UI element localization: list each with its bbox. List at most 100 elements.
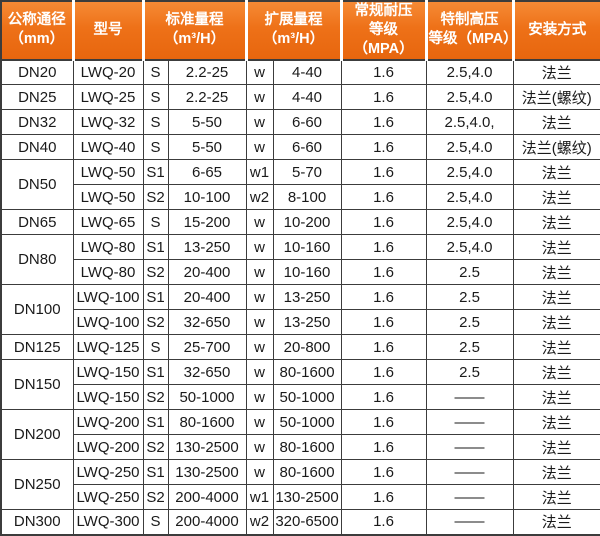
- cell-ext-code: w1: [245, 159, 274, 186]
- cell-ext-range: 5-70: [272, 159, 342, 186]
- cell-ext-range: 50-1000: [272, 384, 342, 411]
- cell-std-code: S: [142, 84, 169, 111]
- cell-ext-code: w: [245, 209, 274, 236]
- cell-std-code: S2: [142, 184, 169, 211]
- cell-model: LWQ-50: [72, 159, 144, 186]
- cell-high-pressure: 2.5,4.0: [425, 159, 514, 186]
- cell-std-range: 200-4000: [167, 509, 247, 536]
- cell-high-pressure: ——: [425, 434, 514, 461]
- table-row: DN32 LWQ-32 S 5-50 w 6-60 1.6 2.5,4.0, 法…: [0, 109, 600, 136]
- cell-std-code: S: [142, 134, 169, 161]
- cell-std-code: S2: [142, 434, 169, 461]
- cell-std-range: 25-700: [167, 334, 247, 361]
- cell-high-pressure: 2.5,4.0: [425, 209, 514, 236]
- cell-std-code: S: [142, 334, 169, 361]
- cell-ext-range: 4-40: [272, 59, 342, 86]
- cell-high-pressure: ——: [425, 384, 514, 411]
- cell-install: 法兰: [512, 284, 600, 311]
- cell-high-pressure: 2.5,4.0,: [425, 109, 514, 136]
- cell-dn: DN50: [0, 159, 74, 211]
- cell-ext-code: w: [245, 359, 274, 386]
- cell-ext-code: w2: [245, 184, 274, 211]
- cell-std-code: S: [142, 109, 169, 136]
- cell-pressure: 1.6: [340, 434, 427, 461]
- header-special-high-pressure: 特制高压 等级（MPA）: [424, 1, 518, 61]
- cell-std-code: S2: [142, 384, 169, 411]
- cell-dn: DN250: [0, 459, 74, 511]
- cell-install: 法兰: [512, 59, 600, 86]
- cell-ext-range: 4-40: [272, 84, 342, 111]
- cell-install: 法兰: [512, 159, 600, 186]
- cell-ext-code: w: [245, 234, 274, 261]
- cell-model: LWQ-100: [72, 309, 144, 336]
- table-row: DN150 LWQ-150 S1 32-650 w 80-1600 1.6 2.…: [0, 359, 600, 411]
- cell-ext-code: w: [245, 134, 274, 161]
- cell-dn: DN65: [0, 209, 74, 236]
- cell-model: LWQ-300: [72, 509, 144, 536]
- cell-model: LWQ-50: [72, 184, 144, 211]
- cell-pressure: 1.6: [340, 384, 427, 411]
- cell-high-pressure: 2.5: [425, 359, 514, 386]
- cell-model: LWQ-125: [72, 334, 144, 361]
- cell-pressure: 1.6: [340, 309, 427, 336]
- table-row: DN25 LWQ-25 S 2.2-25 w 4-40 1.6 2.5,4.0 …: [0, 84, 600, 111]
- cell-std-code: S1: [142, 234, 169, 261]
- table-row: LWQ-250 S2 200-4000 w1 130-2500 1.6 —— 法…: [1, 484, 600, 511]
- cell-install: 法兰: [512, 459, 600, 486]
- cell-std-code: S1: [142, 359, 169, 386]
- cell-install: 法兰: [512, 359, 600, 386]
- cell-std-code: S1: [142, 409, 169, 436]
- cell-model: LWQ-20: [72, 59, 144, 86]
- cell-model: LWQ-150: [72, 359, 144, 386]
- cell-ext-range: 13-250: [272, 309, 342, 336]
- cell-std-code: S1: [142, 284, 169, 311]
- cell-install: 法兰: [512, 209, 600, 236]
- cell-model: LWQ-25: [72, 84, 144, 111]
- table-header: 公称通径 （mm） 型号 标准量程 （m³/H） 扩展量程 （m³/H） 常规耐…: [1, 1, 600, 61]
- cell-high-pressure: 2.5,4.0: [425, 84, 514, 111]
- cell-std-range: 5-50: [167, 134, 247, 161]
- cell-ext-range: 80-1600: [272, 459, 342, 486]
- cell-std-code: S1: [142, 159, 169, 186]
- cell-high-pressure: 2.5: [425, 284, 514, 311]
- cell-dn: DN40: [0, 134, 74, 161]
- cell-ext-code: w: [245, 59, 274, 86]
- header-normal-pressure: 常规耐压 等级（MPA）: [339, 1, 428, 61]
- header-standard-range: 标准量程 （m³/H）: [141, 1, 248, 61]
- cell-ext-code: w2: [245, 509, 274, 536]
- cell-model: LWQ-100: [72, 284, 144, 311]
- cell-ext-range: 50-1000: [272, 409, 342, 436]
- cell-std-range: 2.2-25: [167, 84, 247, 111]
- table-row: LWQ-150 S2 50-1000 w 50-1000 1.6 —— 法兰: [1, 384, 600, 411]
- cell-ext-code: w: [245, 334, 274, 361]
- cell-std-code: S: [142, 209, 169, 236]
- cell-ext-range: 6-60: [272, 134, 342, 161]
- cell-model: LWQ-80: [72, 259, 144, 286]
- cell-pressure: 1.6: [340, 359, 427, 386]
- cell-install: 法兰: [512, 184, 600, 211]
- cell-dn: DN80: [0, 234, 74, 286]
- cell-ext-range: 8-100: [272, 184, 342, 211]
- cell-install: 法兰: [512, 484, 600, 511]
- cell-install: 法兰: [512, 409, 600, 436]
- cell-high-pressure: 2.5,4.0: [425, 134, 514, 161]
- table-row: DN20 LWQ-20 S 2.2-25 w 4-40 1.6 2.5,4.0 …: [0, 59, 600, 86]
- cell-pressure: 1.6: [340, 184, 427, 211]
- table-row: LWQ-80 S2 20-400 w 10-160 1.6 2.5 法兰: [1, 259, 600, 286]
- table-row: DN100 LWQ-100 S1 20-400 w 13-250 1.6 2.5…: [0, 284, 600, 336]
- cell-ext-code: w: [245, 284, 274, 311]
- cell-dn: DN100: [0, 284, 74, 336]
- cell-ext-code: w: [245, 109, 274, 136]
- cell-pressure: 1.6: [340, 284, 427, 311]
- cell-install: 法兰: [512, 234, 600, 261]
- cell-std-range: 20-400: [167, 284, 247, 311]
- cell-ext-range: 20-800: [272, 334, 342, 361]
- cell-dn: DN125: [0, 334, 74, 361]
- cell-dn: DN32: [0, 109, 74, 136]
- cell-dn: DN200: [0, 409, 74, 461]
- cell-std-range: 10-100: [167, 184, 247, 211]
- cell-ext-range: 130-2500: [272, 484, 342, 511]
- cell-std-range: 200-4000: [167, 484, 247, 511]
- cell-pressure: 1.6: [340, 459, 427, 486]
